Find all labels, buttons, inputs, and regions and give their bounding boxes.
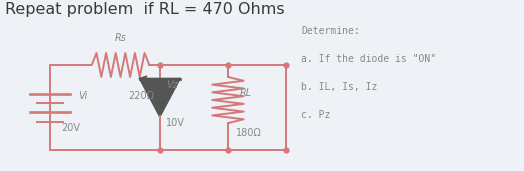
Text: c. Pz: c. Pz [301,110,331,120]
Text: a. If the diode is "ON": a. If the diode is "ON" [301,54,436,64]
Text: Vz: Vz [166,81,178,90]
Text: Determine:: Determine: [301,26,360,36]
Text: Repeat problem  if RL = 470 Ohms: Repeat problem if RL = 470 Ohms [5,2,285,17]
Text: 180Ω: 180Ω [236,128,261,138]
Text: b. IL, Is, Iz: b. IL, Is, Iz [301,82,378,92]
Text: 10V: 10V [166,118,185,128]
Text: RL: RL [239,88,252,98]
Polygon shape [140,79,180,116]
Text: Vi: Vi [79,91,88,101]
Text: 220Ω: 220Ω [128,91,155,101]
Text: Rs: Rs [115,33,126,43]
Text: 20V: 20V [61,123,80,133]
